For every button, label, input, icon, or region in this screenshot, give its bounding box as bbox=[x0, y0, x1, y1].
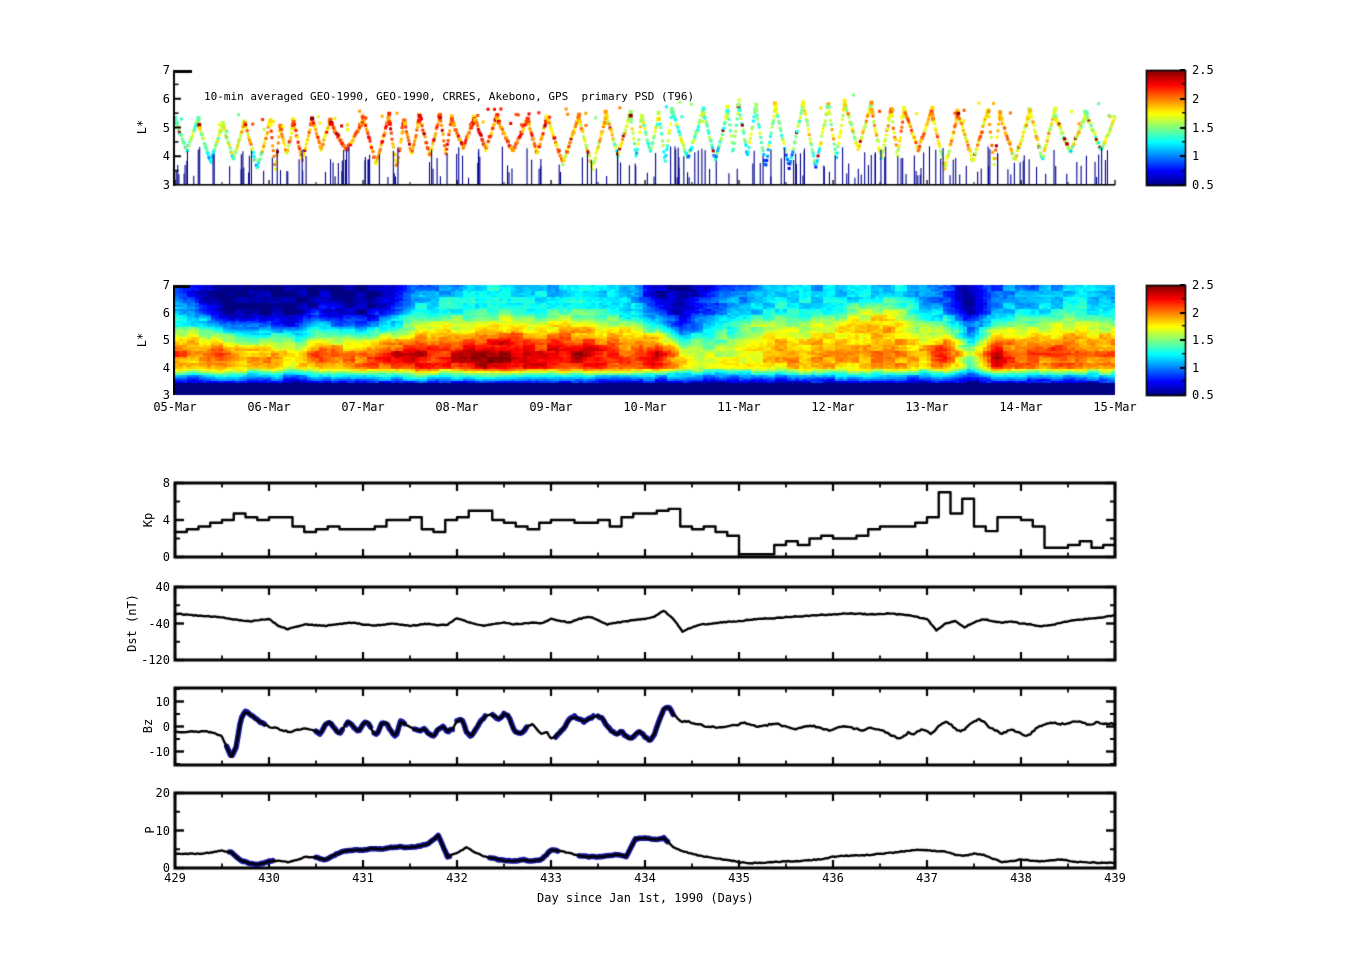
panel1-ytick-label: 7 bbox=[162, 63, 170, 77]
kp-ytick-label: 8 bbox=[162, 476, 170, 490]
date-tick-label: 10-Mar bbox=[623, 400, 667, 414]
colorbar1-tick-label: 0.5 bbox=[1192, 178, 1214, 192]
panel2-ytick-label: 5 bbox=[162, 333, 170, 347]
x-tick-label: 432 bbox=[446, 871, 468, 885]
x-tick-label: 439 bbox=[1104, 871, 1126, 885]
x-tick-label: 438 bbox=[1010, 871, 1032, 885]
x-tick-label: 434 bbox=[634, 871, 656, 885]
dst-ytick-label: -120 bbox=[141, 653, 170, 667]
p-ytick-label: 10 bbox=[155, 823, 170, 838]
panel2-ytick-label: 6 bbox=[162, 305, 170, 320]
colorbar1-tick-label: 2 bbox=[1192, 91, 1200, 106]
x-axis-label: Day since Jan 1st, 1990 (Days) bbox=[537, 891, 754, 905]
colorbar1-tick-label: 1 bbox=[1192, 149, 1200, 164]
date-tick-label: 15-Mar bbox=[1093, 400, 1137, 414]
panel1-ytick-label: 5 bbox=[162, 120, 170, 135]
psd-scatter-canvas bbox=[171, 67, 1117, 189]
panel1-ytick-label: 3 bbox=[162, 178, 170, 192]
psd-heatmap-canvas bbox=[173, 283, 1117, 397]
p-plot-canvas bbox=[172, 790, 1118, 871]
bz-ytick-label: 0 bbox=[162, 719, 170, 734]
date-tick-label: 14-Mar bbox=[999, 400, 1043, 414]
date-tick-label: 12-Mar bbox=[811, 400, 855, 414]
x-tick-label: 436 bbox=[822, 871, 844, 885]
date-tick-label: 07-Mar bbox=[341, 400, 385, 414]
date-tick-label: 11-Mar bbox=[717, 400, 761, 414]
x-tick-label: 429 bbox=[164, 871, 186, 885]
date-tick-label: 09-Mar bbox=[529, 400, 573, 414]
date-tick-label: 13-Mar bbox=[905, 400, 949, 414]
panel2-ytick-label: 7 bbox=[162, 278, 170, 292]
p-ytick-label: 0 bbox=[162, 861, 170, 875]
panel2-ytick-label: 4 bbox=[162, 360, 170, 375]
colorbar2-tick-label: 1.5 bbox=[1192, 333, 1214, 347]
x-tick-label: 430 bbox=[258, 871, 280, 885]
panel2-ytick-label: 3 bbox=[162, 388, 170, 402]
dst-plot-canvas bbox=[172, 584, 1118, 663]
colorbar1-canvas bbox=[1145, 69, 1189, 187]
date-tick-label: 05-Mar bbox=[153, 400, 197, 414]
colorbar1-tick-label: 1.5 bbox=[1192, 120, 1214, 135]
colorbar2-canvas bbox=[1145, 284, 1189, 397]
dst-ytick-label: -40 bbox=[148, 616, 170, 631]
x-tick-label: 437 bbox=[916, 871, 938, 885]
bz-plot-canvas bbox=[172, 685, 1118, 768]
kp-ytick-label: 4 bbox=[162, 513, 170, 527]
x-tick-label: 435 bbox=[728, 871, 750, 885]
colorbar2-tick-label: 2.5 bbox=[1192, 278, 1214, 292]
bz-ytick-label: 10 bbox=[155, 694, 170, 709]
colorbar2-tick-label: 2 bbox=[1192, 305, 1200, 320]
colorbar1-tick-label: 2.5 bbox=[1192, 63, 1214, 77]
panel1-ytick-label: 6 bbox=[162, 91, 170, 106]
panel1-ytick-label: 4 bbox=[162, 149, 170, 164]
dst-ytick-label: 40 bbox=[155, 580, 170, 594]
kp-plot-canvas bbox=[172, 480, 1118, 560]
bz-ytick-label: -10 bbox=[148, 744, 170, 759]
x-tick-label: 431 bbox=[352, 871, 374, 885]
date-tick-label: 08-Mar bbox=[435, 400, 479, 414]
date-tick-label: 06-Mar bbox=[247, 400, 291, 414]
x-tick-label: 433 bbox=[540, 871, 562, 885]
p-ytick-label: 20 bbox=[155, 786, 170, 800]
colorbar2-tick-label: 1 bbox=[1192, 360, 1200, 375]
colorbar2-tick-label: 0.5 bbox=[1192, 388, 1214, 402]
kp-ytick-label: 0 bbox=[162, 550, 170, 564]
